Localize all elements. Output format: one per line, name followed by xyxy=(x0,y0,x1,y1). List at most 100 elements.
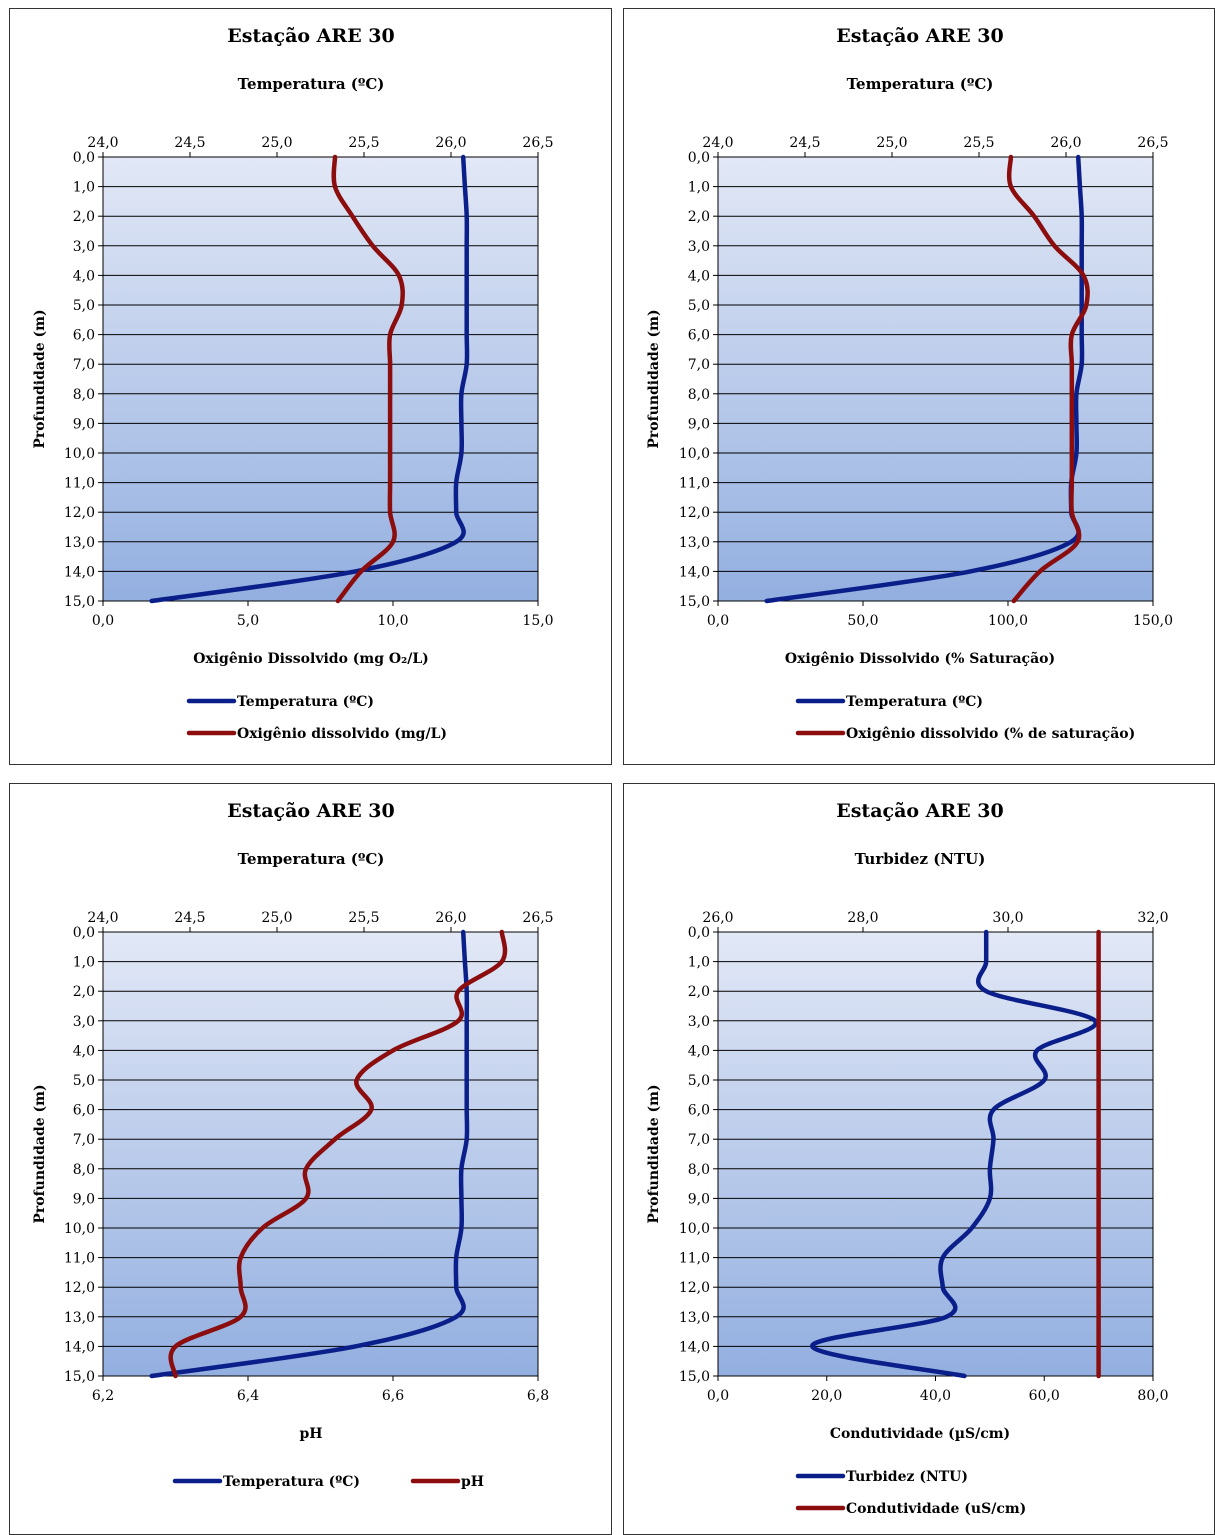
y-tick-label: 0,0 xyxy=(73,150,95,166)
bottom-tick-label: 6,8 xyxy=(527,1388,549,1404)
bottom-tick-label: 6,6 xyxy=(382,1388,404,1404)
bottom-tick-label: 150,0 xyxy=(1133,613,1173,629)
top-tick-label: 25,0 xyxy=(876,135,907,151)
bottom-tick-label: 40,0 xyxy=(920,1388,951,1404)
chart-title: Estação ARE 30 xyxy=(227,25,395,47)
y-tick-label: 8,0 xyxy=(688,1162,710,1178)
y-tick-label: 4,0 xyxy=(73,1043,95,1059)
y-tick-label: 5,0 xyxy=(688,298,710,314)
y-tick-label: 2,0 xyxy=(73,984,95,1000)
y-tick-label: 7,0 xyxy=(73,1132,95,1148)
y-tick-label: 1,0 xyxy=(688,180,710,196)
y-tick-label: 13,0 xyxy=(64,1310,95,1326)
top-tick-label: 24,5 xyxy=(174,135,205,151)
y-tick-label: 6,0 xyxy=(73,328,95,344)
top-tick-label: 28,0 xyxy=(847,910,878,926)
bottom-tick-label: 80,0 xyxy=(1137,1388,1168,1404)
bottom-tick-label: 100,0 xyxy=(988,613,1028,629)
y-axis-title: Profundidade (m) xyxy=(32,1084,48,1223)
top-axis-title: Temperatura (ºC) xyxy=(238,850,385,868)
top-tick-label: 26,0 xyxy=(435,910,466,926)
y-tick-label: 9,0 xyxy=(73,416,95,432)
y-tick-label: 11,0 xyxy=(64,1251,95,1267)
y-tick-label: 4,0 xyxy=(73,268,95,284)
y-tick-label: 8,0 xyxy=(73,1162,95,1178)
legend-label-0: Turbidez (NTU) xyxy=(846,1469,968,1485)
y-axis-title: Profundidade (m) xyxy=(32,309,48,448)
chart-panel-turbidity-conductivity: Estação ARE 30 Turbidez (NTU) 0,0 1,0 2,0 3,0… xyxy=(623,783,1215,1535)
top-tick-label: 25,5 xyxy=(348,135,379,151)
bottom-tick-label: 15,0 xyxy=(522,613,553,629)
bottom-tick-label: 0,0 xyxy=(707,1388,729,1404)
bottom-tick-label: 0,0 xyxy=(707,613,729,629)
y-tick-label: 14,0 xyxy=(64,564,95,580)
y-tick-label: 6,0 xyxy=(688,1103,710,1119)
plot-area xyxy=(717,931,1154,1377)
y-axis-title: Profundidade (m) xyxy=(646,309,662,448)
top-tick-label: 26,5 xyxy=(522,135,553,151)
top-tick-label: 26,5 xyxy=(522,910,553,926)
y-tick-label: 10,0 xyxy=(679,1221,710,1237)
y-tick-label: 3,0 xyxy=(73,239,95,255)
top-tick-label: 24,0 xyxy=(87,910,118,926)
chart-title: Estação ARE 30 xyxy=(836,800,1004,822)
top-tick-label: 25,0 xyxy=(261,135,292,151)
y-tick-label: 1,0 xyxy=(73,955,95,971)
y-tick-label: 5,0 xyxy=(73,1073,95,1089)
chart-svg: Estação ARE 30 Temperatura (ºC) 0,0 1,0 2,0 3… xyxy=(32,800,554,1490)
y-tick-label: 8,0 xyxy=(688,387,710,403)
y-tick-label: 11,0 xyxy=(64,476,95,492)
top-tick-label: 24,0 xyxy=(87,135,118,151)
y-tick-label: 2,0 xyxy=(688,209,710,225)
y-tick-label: 13,0 xyxy=(679,535,710,551)
y-tick-label: 12,0 xyxy=(679,505,710,521)
top-tick-label: 24,5 xyxy=(174,910,205,926)
chart-panel-do-saturation: Estação ARE 30 Temperatura (ºC) 0,0 1,0 2,0 3… xyxy=(623,8,1215,765)
y-tick-label: 9,0 xyxy=(73,1191,95,1207)
legend-label-1: Oxigênio dissolvido (% de saturação) xyxy=(846,725,1135,742)
y-tick-label: 14,0 xyxy=(679,1339,710,1355)
y-tick-label: 3,0 xyxy=(688,239,710,255)
legend-label-1: pH xyxy=(461,1474,484,1490)
top-tick-label: 25,0 xyxy=(261,910,292,926)
y-tick-label: 6,0 xyxy=(688,328,710,344)
chart-svg: Estação ARE 30 Temperatura (ºC) 0,0 1,0 2,0 3… xyxy=(32,25,554,742)
chart-panel-do-mg: Estação ARE 30 Temperatura (ºC) 0,0 1,0 2,0 3… xyxy=(9,8,612,765)
y-tick-label: 2,0 xyxy=(73,209,95,225)
y-tick-label: 4,0 xyxy=(688,268,710,284)
top-tick-label: 24,5 xyxy=(789,135,820,151)
y-tick-label: 7,0 xyxy=(73,357,95,373)
y-tick-label: 13,0 xyxy=(679,1310,710,1326)
y-tick-label: 10,0 xyxy=(64,1221,95,1237)
y-tick-label: 11,0 xyxy=(679,476,710,492)
y-tick-label: 14,0 xyxy=(679,564,710,580)
bottom-tick-label: 6,4 xyxy=(237,1388,259,1404)
bottom-tick-label: 20,0 xyxy=(811,1388,842,1404)
y-tick-label: 9,0 xyxy=(688,1191,710,1207)
top-tick-label: 25,5 xyxy=(348,910,379,926)
y-tick-label: 15,0 xyxy=(679,594,710,610)
bottom-tick-label: 50,0 xyxy=(847,613,878,629)
bottom-axis-title: Oxigênio Dissolvido (% Saturação) xyxy=(785,650,1055,667)
y-tick-label: 15,0 xyxy=(64,594,95,610)
top-tick-label: 32,0 xyxy=(1137,910,1168,926)
y-tick-label: 6,0 xyxy=(73,1103,95,1119)
y-tick-label: 0,0 xyxy=(688,925,710,941)
top-tick-label: 24,0 xyxy=(702,135,733,151)
bottom-axis-title: pH xyxy=(299,1426,322,1442)
y-tick-label: 13,0 xyxy=(64,535,95,551)
y-tick-label: 4,0 xyxy=(688,1043,710,1059)
y-tick-label: 0,0 xyxy=(73,925,95,941)
chart-title: Estação ARE 30 xyxy=(227,800,395,822)
chart-svg: Estação ARE 30 Turbidez (NTU) 0,0 1,0 2,0 3,0… xyxy=(646,800,1169,1517)
y-tick-label: 8,0 xyxy=(73,387,95,403)
bottom-axis-title: Condutividade (µS/cm) xyxy=(830,1426,1010,1442)
bottom-axis-title: Oxigênio Dissolvido (mg O₂/L) xyxy=(193,651,429,667)
top-axis-title: Turbidez (NTU) xyxy=(855,850,986,868)
plot-area xyxy=(717,156,1154,602)
y-tick-label: 12,0 xyxy=(64,505,95,521)
y-tick-label: 12,0 xyxy=(64,1280,95,1296)
y-tick-label: 1,0 xyxy=(73,180,95,196)
y-tick-label: 1,0 xyxy=(688,955,710,971)
y-tick-label: 7,0 xyxy=(688,1132,710,1148)
